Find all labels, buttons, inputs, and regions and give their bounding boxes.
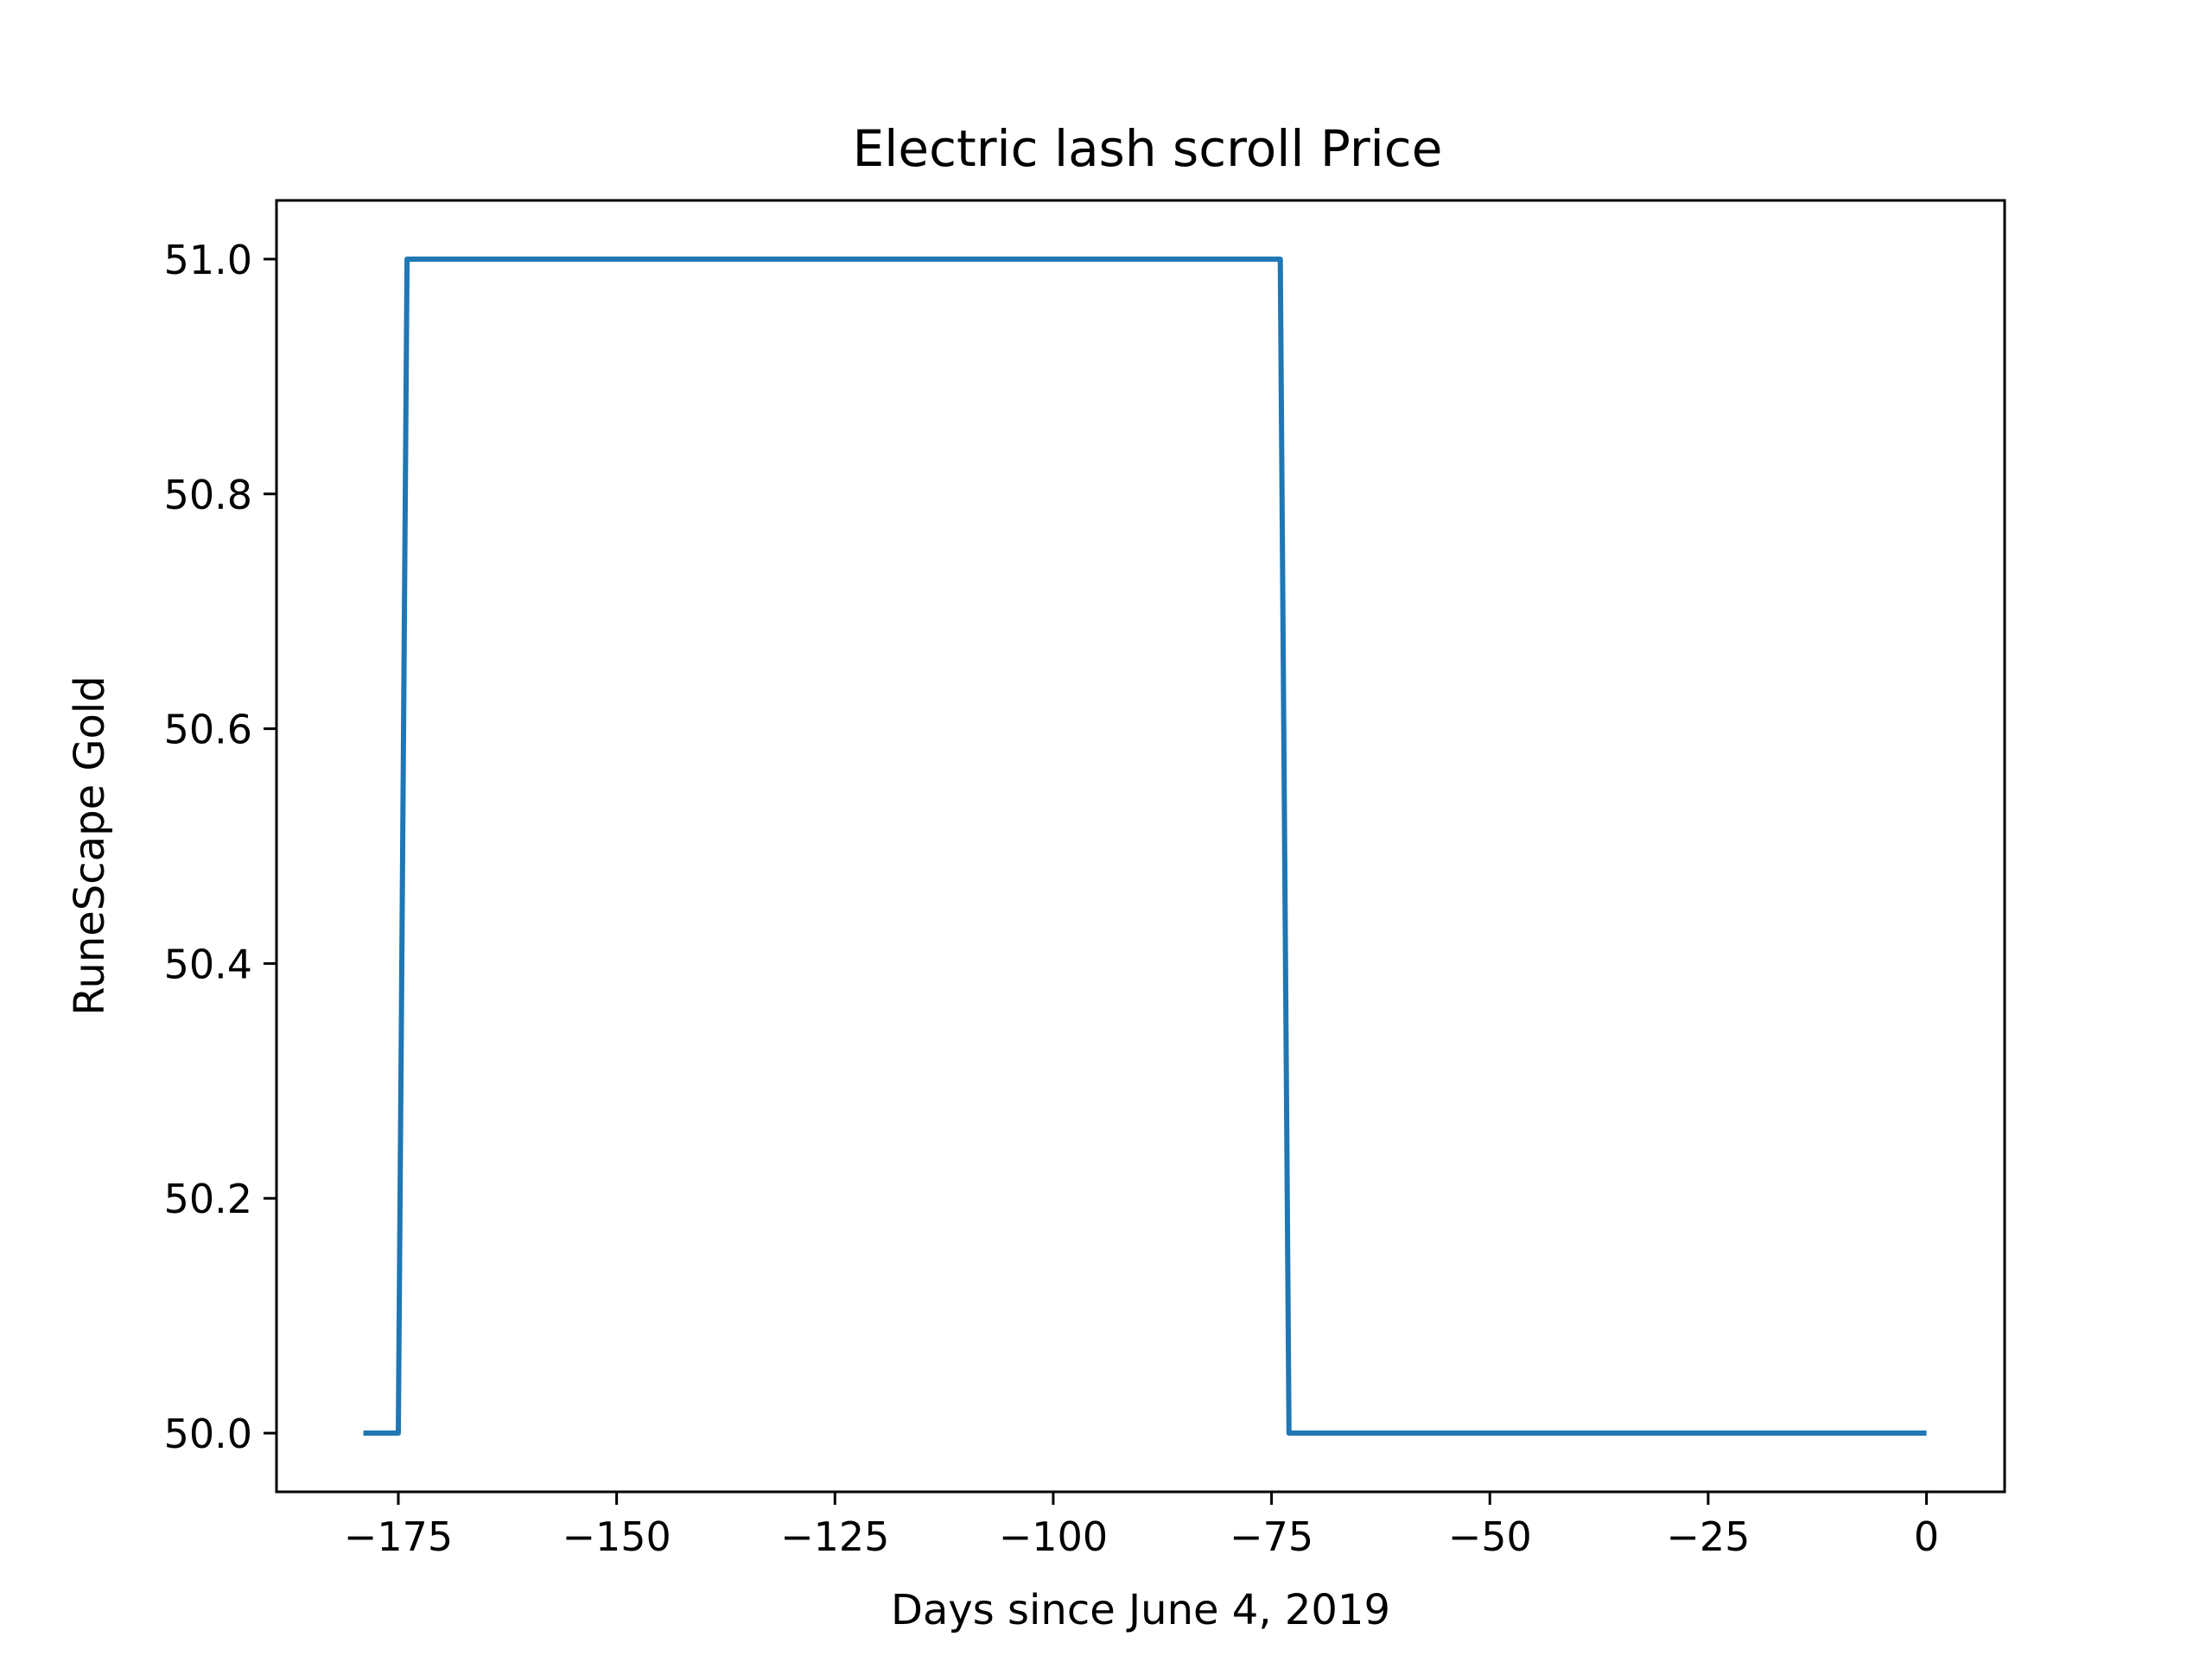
x-tick-label: −100 (999, 1513, 1108, 1560)
series-line (363, 256, 1927, 1437)
y-tick-label: 50.6 (164, 707, 252, 753)
y-tick-label: 50.8 (164, 472, 252, 518)
y-tick-label: 51.0 (164, 237, 252, 283)
y-tick-label: 50.2 (164, 1176, 252, 1222)
axes-frame (275, 199, 2006, 1494)
x-tick-label: −25 (1666, 1513, 1750, 1560)
y-tick-label: 50.4 (164, 941, 252, 987)
x-tick-label: −150 (562, 1513, 671, 1560)
y-axis-label: RuneScape Gold (66, 676, 114, 1015)
x-tick-label: −75 (1230, 1513, 1313, 1560)
plot-area (363, 256, 1927, 1437)
x-tick-label: −175 (344, 1513, 453, 1560)
y-axis: 50.0 50.2 50.4 50.6 50.8 51.0 (164, 237, 276, 1457)
x-axis-label: Days since June 4, 2019 (891, 1586, 1390, 1634)
x-tick-label: 0 (1914, 1513, 1939, 1560)
x-axis: −175 −150 −125 −100 −75 −50 −25 0 (344, 1492, 1939, 1560)
x-tick-label: −50 (1448, 1513, 1532, 1560)
chart-title: Electric lash scroll Price (853, 119, 1443, 178)
x-tick-label: −125 (780, 1513, 889, 1560)
y-tick-label: 50.0 (164, 1411, 252, 1457)
